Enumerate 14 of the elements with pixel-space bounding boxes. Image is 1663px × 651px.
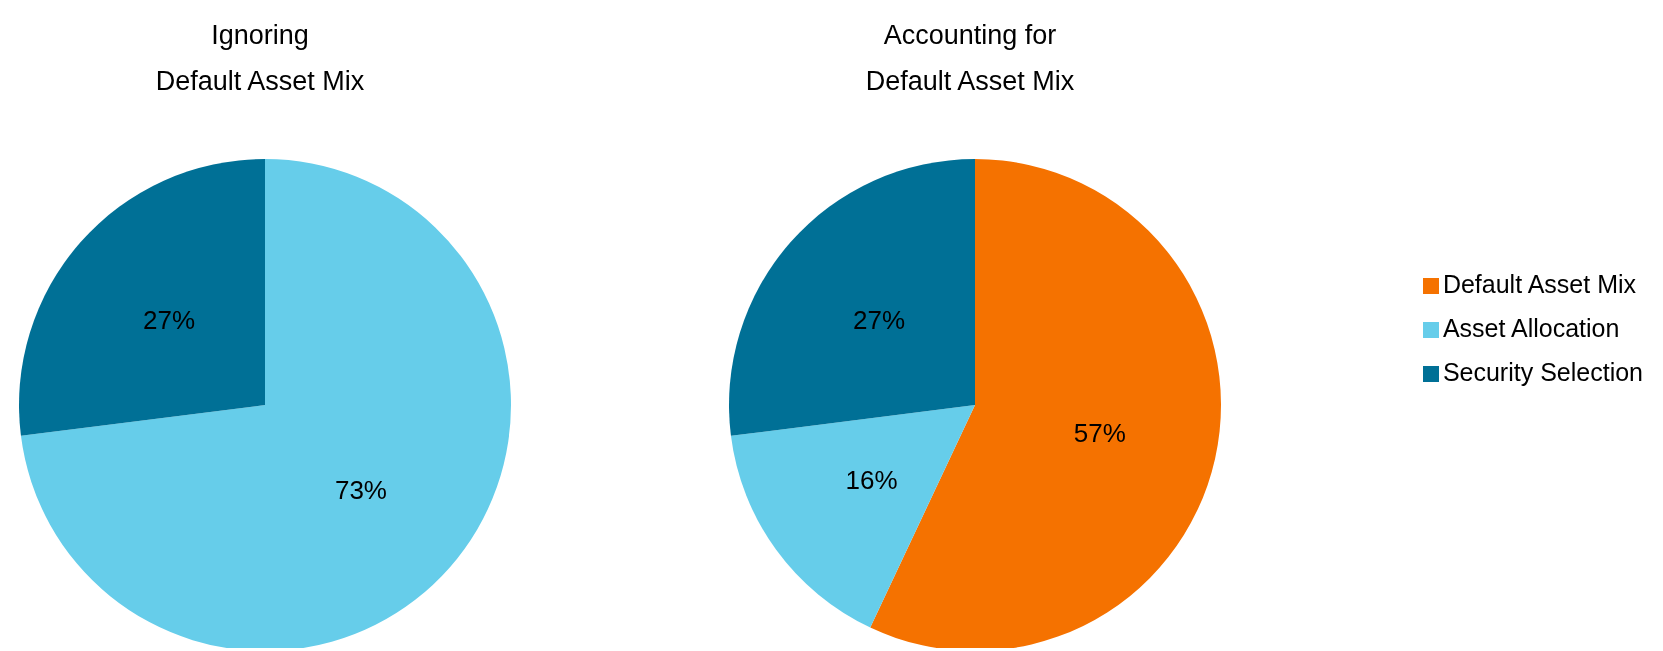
pie-slice (20, 159, 511, 648)
legend-label: Default Asset Mix (1442, 270, 1637, 298)
chart-title: Accounting for Default Asset Mix (864, 19, 1076, 98)
data-label: 73% (334, 474, 387, 505)
data-label: 27% (143, 305, 196, 336)
pie-slice (730, 405, 975, 628)
data-label: 57% (1073, 417, 1126, 448)
legend-label: Security Selection (1442, 358, 1643, 386)
data-label: 16% (845, 465, 898, 496)
pie-slice (729, 159, 975, 436)
data-label: 27% (853, 305, 906, 336)
chart-title: Ignoring Default Asset Mix (154, 19, 366, 98)
legend-label: Asset Allocation (1442, 314, 1620, 342)
pie-slice (19, 159, 265, 436)
